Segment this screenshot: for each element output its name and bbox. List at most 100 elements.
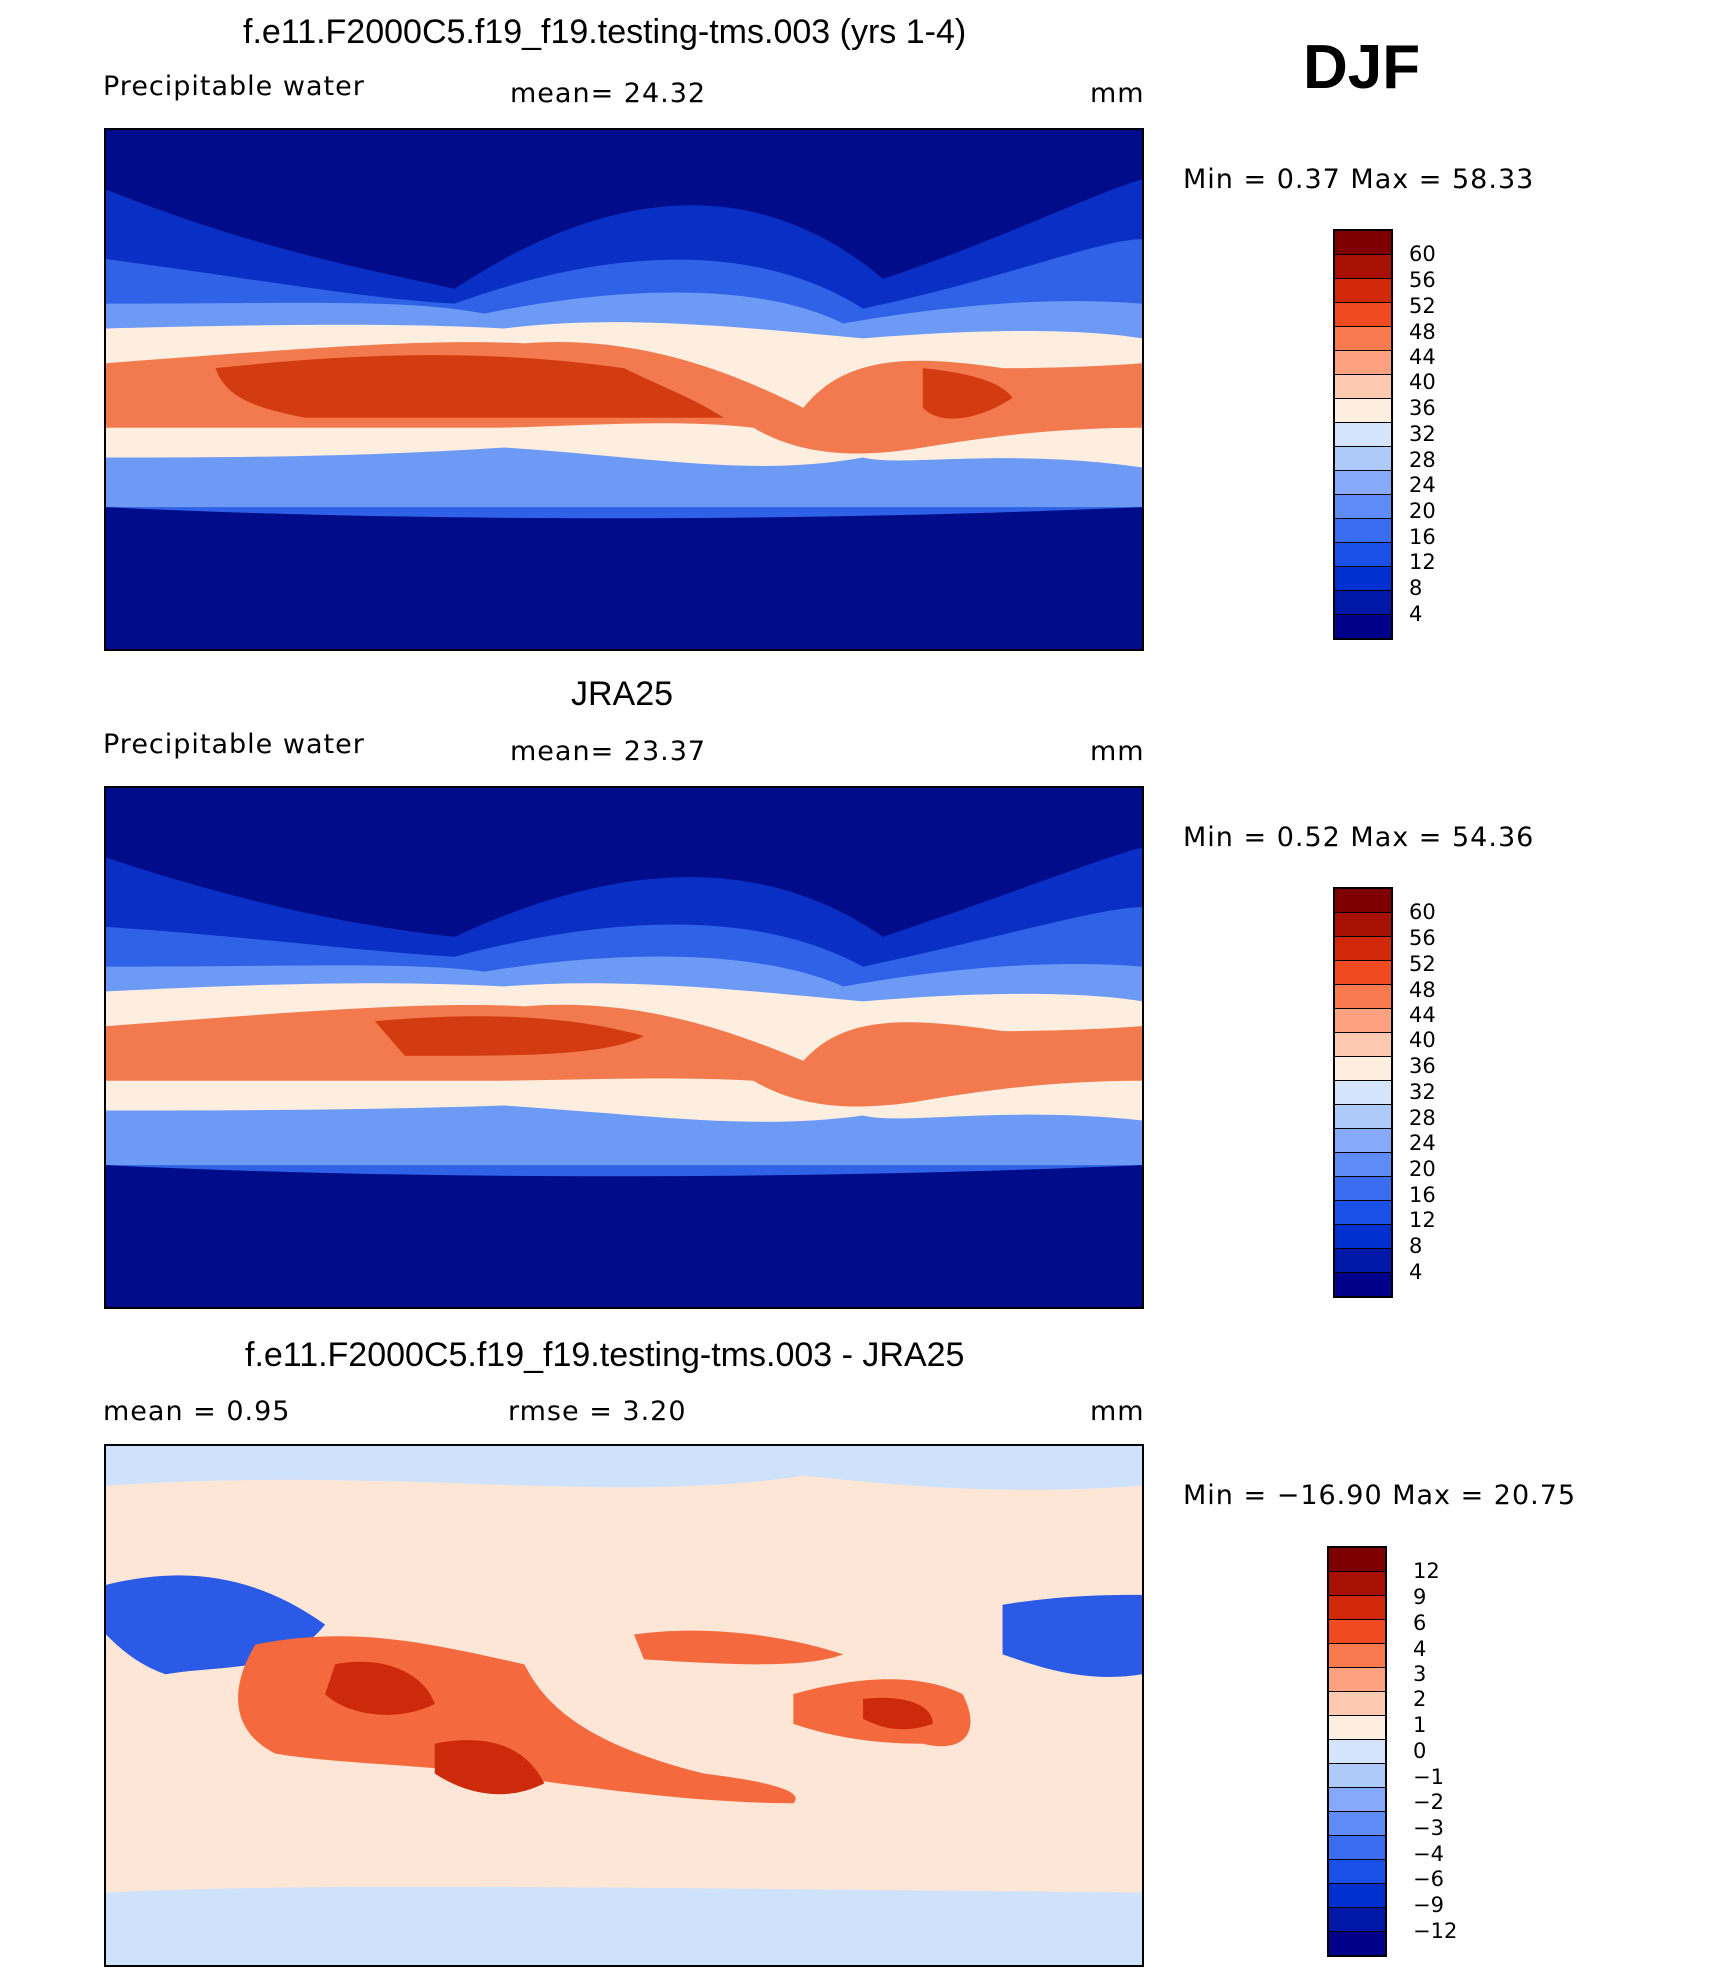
- colorbar-label: 2: [1413, 1687, 1427, 1711]
- colorbar-label: 16: [1409, 1183, 1436, 1207]
- colorbar-label: 52: [1409, 952, 1436, 976]
- colorbar-swatch: [1335, 231, 1391, 255]
- panel-1-variable-label: Precipitable water: [103, 71, 365, 102]
- colorbar-label: 56: [1409, 268, 1436, 292]
- colorbar-swatch: [1329, 1836, 1385, 1860]
- colorbar-label: 24: [1409, 473, 1436, 497]
- colorbar-swatch: [1329, 1740, 1385, 1764]
- panel-1-field: [106, 130, 1142, 649]
- panel-2-title: JRA25: [571, 675, 674, 713]
- colorbar-swatch: [1335, 937, 1391, 961]
- colorbar-swatch: [1335, 567, 1391, 591]
- colorbar-swatch: [1329, 1932, 1385, 1955]
- colorbar-label: 44: [1409, 345, 1436, 369]
- colorbar-swatch: [1335, 327, 1391, 351]
- colorbar-label: 24: [1409, 1131, 1436, 1155]
- panel-3-map: [104, 1444, 1144, 1967]
- colorbar-label: 28: [1409, 448, 1436, 472]
- panel-3-colorbar: [1327, 1546, 1387, 1957]
- colorbar-swatch: [1329, 1668, 1385, 1692]
- colorbar-label: 6: [1413, 1611, 1427, 1635]
- colorbar-swatch: [1329, 1788, 1385, 1812]
- colorbar-swatch: [1335, 1249, 1391, 1273]
- colorbar-label: 8: [1409, 576, 1423, 600]
- colorbar-label: 12: [1409, 550, 1436, 574]
- colorbar-label: −1: [1413, 1765, 1444, 1789]
- colorbar-swatch: [1329, 1548, 1385, 1572]
- colorbar-swatch: [1335, 1177, 1391, 1201]
- colorbar-swatch: [1335, 1153, 1391, 1177]
- colorbar-swatch: [1329, 1620, 1385, 1644]
- colorbar-label: −9: [1413, 1893, 1444, 1917]
- colorbar-swatch: [1335, 1105, 1391, 1129]
- colorbar-label: 44: [1409, 1003, 1436, 1027]
- colorbar-swatch: [1329, 1764, 1385, 1788]
- colorbar-swatch: [1335, 1273, 1391, 1296]
- panel-2-variable-label: Precipitable water: [103, 729, 365, 760]
- colorbar-label: 56: [1409, 926, 1436, 950]
- colorbar-swatch: [1329, 1644, 1385, 1668]
- colorbar-label: 1: [1413, 1713, 1427, 1737]
- colorbar-label: 4: [1413, 1637, 1427, 1661]
- colorbar-swatch: [1335, 399, 1391, 423]
- colorbar-swatch: [1335, 961, 1391, 985]
- panel-1-colorbar: [1333, 229, 1393, 640]
- panel-3-minmax: Min = −16.90 Max = 20.75: [1183, 1480, 1577, 1511]
- colorbar-label: 8: [1409, 1234, 1423, 1258]
- colorbar-swatch: [1329, 1860, 1385, 1884]
- colorbar-swatch: [1335, 615, 1391, 638]
- colorbar-label: 12: [1413, 1559, 1440, 1583]
- colorbar-label: −3: [1413, 1816, 1444, 1840]
- colorbar-label: 4: [1409, 1260, 1423, 1284]
- colorbar-swatch: [1335, 423, 1391, 447]
- colorbar-swatch: [1335, 985, 1391, 1009]
- panel-3-rmse: rmse = 3.20: [508, 1396, 687, 1427]
- colorbar-label: −2: [1413, 1790, 1444, 1814]
- colorbar-swatch: [1335, 913, 1391, 937]
- colorbar-swatch: [1329, 1812, 1385, 1836]
- season-label: DJF: [1303, 33, 1421, 102]
- colorbar-swatch: [1329, 1908, 1385, 1932]
- colorbar-label: 40: [1409, 1028, 1436, 1052]
- panel-1-minmax: Min = 0.37 Max = 58.33: [1183, 164, 1535, 195]
- colorbar-swatch: [1335, 1129, 1391, 1153]
- colorbar-label: 36: [1409, 396, 1436, 420]
- colorbar-label: 28: [1409, 1106, 1436, 1130]
- colorbar-swatch: [1335, 519, 1391, 543]
- panel-3-units: mm: [1090, 1396, 1145, 1427]
- colorbar-swatch: [1329, 1716, 1385, 1740]
- colorbar-swatch: [1335, 279, 1391, 303]
- colorbar-swatch: [1335, 889, 1391, 913]
- colorbar-label: −4: [1413, 1842, 1444, 1866]
- colorbar-swatch: [1335, 375, 1391, 399]
- colorbar-swatch: [1335, 351, 1391, 375]
- colorbar-swatch: [1335, 1033, 1391, 1057]
- colorbar-swatch: [1329, 1884, 1385, 1908]
- colorbar-label: 52: [1409, 294, 1436, 318]
- colorbar-swatch: [1335, 255, 1391, 279]
- colorbar-label: 32: [1409, 1080, 1436, 1104]
- panel-2-field: [106, 788, 1142, 1307]
- colorbar-swatch: [1329, 1572, 1385, 1596]
- colorbar-swatch: [1335, 1201, 1391, 1225]
- colorbar-label: 9: [1413, 1585, 1427, 1609]
- colorbar-label: −12: [1413, 1919, 1458, 1943]
- colorbar-label: 0: [1413, 1739, 1427, 1763]
- colorbar-label: 48: [1409, 978, 1436, 1002]
- panel-2-units: mm: [1090, 736, 1145, 767]
- colorbar-swatch: [1335, 447, 1391, 471]
- panel-1-mean: mean= 24.32: [510, 78, 707, 109]
- colorbar-swatch: [1335, 591, 1391, 615]
- panel-2-minmax: Min = 0.52 Max = 54.36: [1183, 822, 1535, 853]
- colorbar-swatch: [1335, 495, 1391, 519]
- colorbar-swatch: [1335, 1081, 1391, 1105]
- colorbar-label: 32: [1409, 422, 1436, 446]
- colorbar-label: 20: [1409, 499, 1436, 523]
- colorbar-swatch: [1335, 1009, 1391, 1033]
- colorbar-swatch: [1335, 543, 1391, 567]
- colorbar-label: 20: [1409, 1157, 1436, 1181]
- panel-2-map: [104, 786, 1144, 1309]
- colorbar-label: 60: [1409, 242, 1436, 266]
- colorbar-label: −6: [1413, 1867, 1444, 1891]
- colorbar-swatch: [1329, 1596, 1385, 1620]
